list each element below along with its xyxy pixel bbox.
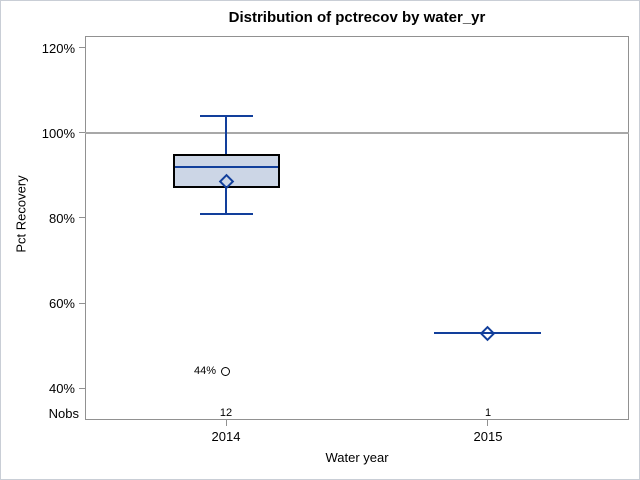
y-tick-mark <box>79 217 85 218</box>
plot-area <box>85 36 629 420</box>
reference-line-100pct <box>85 132 629 134</box>
x-tick-mark <box>226 420 227 426</box>
nobs-value: 1 <box>484 407 492 419</box>
y-tick-mark <box>79 303 85 304</box>
y-tick-label: 100% <box>41 126 75 141</box>
y-tick-mark <box>79 388 85 389</box>
lower-whisker-line <box>225 188 227 214</box>
y-tick-mark <box>79 132 85 133</box>
y-tick-mark <box>79 47 85 48</box>
single-value-line <box>434 332 541 334</box>
chart-title: Distribution of pctrecov by water_yr <box>228 9 486 26</box>
x-axis-title: Water year <box>325 450 389 465</box>
y-tick-label: 80% <box>48 211 75 226</box>
lower-whisker-cap <box>200 213 253 215</box>
x-tick-label: 2014 <box>211 429 241 444</box>
upper-whisker-line <box>225 116 227 154</box>
outlier-point <box>221 367 230 376</box>
x-tick-label: 2015 <box>473 429 503 444</box>
y-tick-label: 120% <box>41 41 75 56</box>
box-iqr <box>173 154 280 188</box>
y-tick-label: 60% <box>48 296 75 311</box>
mean-diamond-icon <box>479 325 496 342</box>
median-line <box>175 166 278 168</box>
nobs-value: 12 <box>219 407 233 419</box>
y-tick-label: 40% <box>48 381 75 396</box>
x-tick-mark <box>487 420 488 426</box>
outlier-label: 44% <box>193 365 216 377</box>
upper-whisker-cap <box>200 115 253 117</box>
nobs-row-label: Nobs <box>48 406 79 421</box>
